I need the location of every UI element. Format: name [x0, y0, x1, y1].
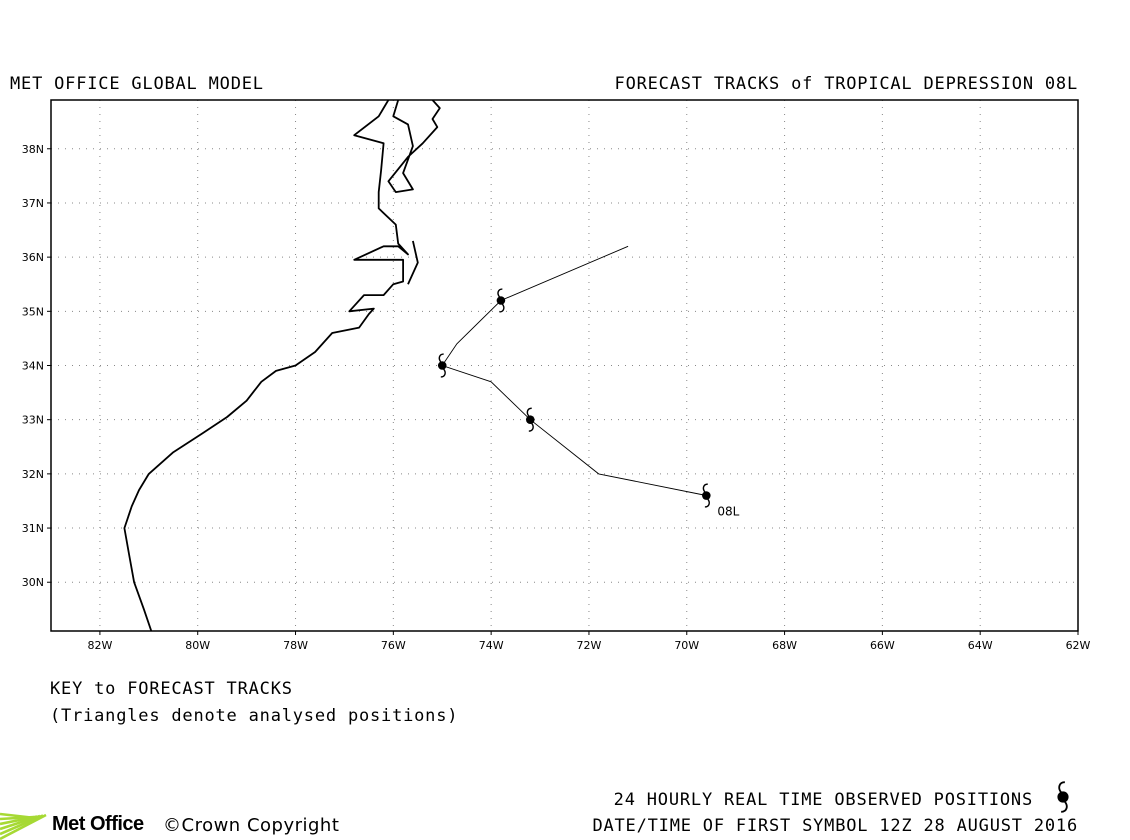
lat-label: 38N	[22, 143, 44, 156]
longitude-labels: 82W 80W 78W 76W 74W 72W 70W 68W 66W 64W 62W	[87, 639, 1090, 652]
lat-label: 35N	[22, 305, 44, 318]
logo-stripe	[0, 813, 47, 840]
copyright-notice: ©Crown Copyright	[163, 815, 340, 836]
latitude-labels: 30N 31N 32N 33N 34N 35N 36N 37N 38N	[22, 143, 44, 589]
lon-label: 78W	[283, 639, 308, 652]
lon-label: 68W	[772, 639, 797, 652]
brand-name: Met Office	[52, 813, 144, 835]
coastline-path	[123, 100, 409, 631]
logo-stripe	[0, 812, 32, 819]
lat-label: 34N	[22, 360, 44, 373]
forecast-track	[441, 245, 707, 496]
lat-label: 33N	[22, 414, 44, 427]
model-title: MET OFFICE GLOBAL MODEL	[10, 74, 264, 94]
coastline	[123, 100, 441, 631]
lon-label: 70W	[674, 639, 699, 652]
lat-label: 31N	[22, 522, 44, 535]
key-note: (Triangles denote analysed positions)	[50, 706, 459, 726]
lon-label: 66W	[870, 639, 895, 652]
tropical-storm-icon	[525, 407, 536, 432]
delmarva-coast-path	[387, 100, 441, 194]
track-line	[441, 245, 707, 496]
lon-label: 64W	[968, 639, 993, 652]
first-symbol-datetime: DATE/TIME OF FIRST SYMBOL 12Z 28 AUGUST …	[592, 816, 1078, 836]
lon-label: 74W	[479, 639, 504, 652]
tropical-storm-icon	[437, 353, 448, 378]
lon-label: 80W	[185, 639, 210, 652]
tropical-storm-icon	[701, 483, 712, 508]
tropical-storm-icon	[1057, 781, 1069, 813]
lon-label: 76W	[381, 639, 406, 652]
map-frame	[50, 99, 1079, 632]
observed-positions-legend: 24 HOURLY REAL TIME OBSERVED POSITIONS	[613, 790, 1033, 810]
lat-label: 36N	[22, 251, 44, 264]
lon-label: 62W	[1066, 639, 1091, 652]
lon-label: 72W	[577, 639, 602, 652]
lat-label: 30N	[22, 576, 44, 589]
chart-title: FORECAST TRACKS of TROPICAL DEPRESSION 0…	[614, 74, 1078, 94]
key-title: KEY to FORECAST TRACKS	[50, 679, 293, 699]
storm-id-label: 08L	[717, 505, 739, 519]
outer-banks-path	[407, 240, 419, 285]
grid-lines	[47, 100, 1079, 635]
lat-label: 37N	[22, 197, 44, 210]
met-office-logo-icon	[0, 812, 47, 840]
tropical-storm-icon	[495, 288, 506, 313]
lon-label: 82W	[87, 639, 112, 652]
lat-label: 32N	[22, 468, 44, 481]
